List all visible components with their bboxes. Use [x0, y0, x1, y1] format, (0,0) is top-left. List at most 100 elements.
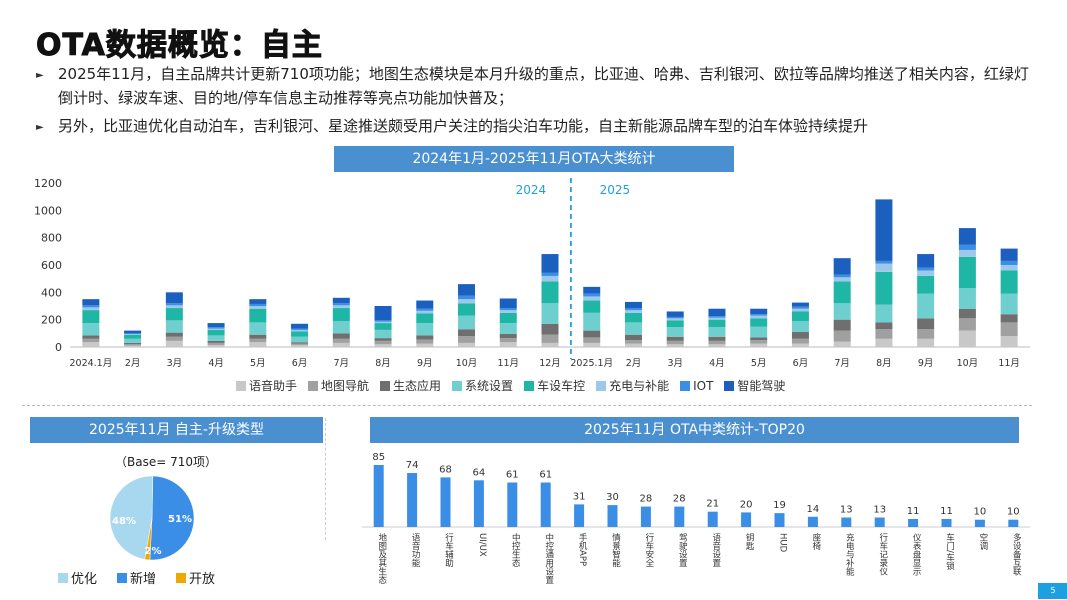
- bar-segment: [666, 340, 684, 345]
- triangle-bullet-icon: ►: [36, 122, 44, 133]
- bar-segment: [708, 344, 726, 347]
- bar-segment: [82, 323, 100, 336]
- bar: [440, 477, 451, 527]
- legend-swatch: [724, 380, 735, 391]
- bar: [1008, 519, 1019, 527]
- pie-data-label: 2%: [145, 546, 162, 557]
- bar-segment: [291, 344, 309, 347]
- y-tick-label: 400: [41, 286, 62, 299]
- bar-segment: [791, 308, 809, 312]
- x-tick-label: 驾驶设置: [677, 532, 687, 567]
- page-number: 5: [1038, 583, 1067, 599]
- bar-segment: [124, 344, 142, 346]
- x-tick-label: 座椅: [811, 532, 821, 550]
- bar-segment: [1000, 322, 1018, 337]
- bar-value-label: 30: [606, 492, 619, 503]
- bar-value-label: 20: [740, 499, 753, 510]
- bar-segment: [249, 306, 267, 309]
- bar-segment: [124, 334, 142, 339]
- x-tick-label: 11月: [998, 358, 1020, 369]
- bar: [640, 506, 651, 527]
- legend-label: 生态应用: [393, 379, 442, 393]
- bar-segment: [791, 338, 809, 344]
- bar-segment: [499, 298, 517, 309]
- bar-segment: [124, 334, 142, 335]
- legend-swatch: [380, 380, 391, 391]
- x-tick-label: 5月: [751, 358, 767, 369]
- bar-segment: [833, 258, 851, 275]
- bar-segment: [207, 323, 225, 328]
- x-tick-label: 多设备互联: [1011, 532, 1021, 576]
- main-chart-title: 2024年1月-2025年11月OTA大类统计: [334, 146, 734, 172]
- bar-segment: [207, 344, 225, 347]
- bar-segment: [666, 327, 684, 337]
- year-label-2024: 2024: [516, 183, 547, 197]
- y-tick-label: 0: [55, 341, 62, 354]
- pie-chart-legend: 优化 新增 开放: [58, 568, 215, 587]
- bar-segment: [416, 323, 434, 336]
- bar-segment: [374, 306, 392, 321]
- bar-segment: [332, 342, 350, 347]
- bar-segment: [624, 343, 642, 347]
- x-tick-label: 情景智能: [611, 532, 621, 568]
- bar-segment: [374, 338, 392, 341]
- bar-segment: [1000, 293, 1018, 315]
- bar-segment: [666, 316, 684, 319]
- x-tick-label: 中控通用设置: [544, 532, 554, 584]
- bar-segment: [82, 305, 100, 308]
- legend-label: 地图导航: [321, 379, 370, 393]
- bar-segment: [291, 323, 309, 329]
- bar-segment: [82, 338, 100, 343]
- legend-item: 语音助手: [236, 377, 297, 394]
- bar-segment: [708, 340, 726, 345]
- bar-value-label: 61: [539, 470, 552, 481]
- x-tick-label: 钥匙: [744, 532, 754, 551]
- bar-segment: [958, 249, 976, 257]
- bar-value-label: 64: [473, 467, 486, 478]
- legend-item: 车设车控: [524, 377, 585, 394]
- x-tick-label: 12月: [539, 358, 561, 369]
- bar-segment: [583, 296, 601, 301]
- bar-segment: [374, 320, 392, 322]
- legend-label: 新增: [130, 572, 157, 587]
- bar-segment: [416, 343, 434, 347]
- bar-segment: [165, 332, 183, 337]
- x-tick-label: 空调: [978, 532, 988, 551]
- pie-chart: 48% 51% 2%: [109, 475, 195, 561]
- bar-segment: [750, 340, 768, 344]
- y-tick-label: 1000: [34, 204, 62, 217]
- bar-segment: [958, 318, 976, 331]
- bar-segment: [624, 310, 642, 313]
- bar-segment: [958, 256, 976, 289]
- bar-segment: [750, 315, 768, 319]
- bar-segment: [124, 333, 142, 335]
- bar-segment: [541, 254, 559, 273]
- bar-segment: [374, 344, 392, 347]
- bar-segment: [708, 336, 726, 341]
- bar-value-label: 10: [974, 507, 987, 518]
- bar-segment: [499, 310, 517, 313]
- x-tick-label: 10月: [456, 358, 478, 369]
- x-tick-label: 2月: [626, 358, 642, 369]
- bar-segment: [750, 314, 768, 316]
- bar-segment: [207, 335, 225, 341]
- bar-segment: [124, 345, 142, 347]
- bar-segment: [750, 326, 768, 338]
- x-tick-label: 2024.1月: [69, 358, 112, 369]
- bar-segment: [416, 335, 434, 340]
- bar-segment: [917, 293, 935, 319]
- x-tick-label: UI/UX: [477, 533, 487, 557]
- bar-segment: [1000, 270, 1018, 294]
- legend-item: 优化: [58, 568, 97, 587]
- bar-segment: [541, 303, 559, 324]
- bar-segment: [165, 305, 183, 309]
- bar-segment: [416, 300, 434, 309]
- bar-segment: [750, 343, 768, 347]
- bar-segment: [499, 338, 517, 343]
- bar-segment: [499, 323, 517, 335]
- y-tick-label: 600: [41, 259, 62, 272]
- bar: [841, 517, 852, 527]
- bar-value-label: 19: [773, 500, 786, 511]
- bullet-text: 另外，比亚迪优化自动泊车，吉利银河、星途推送颇受用户关注的指尖泊车功能，自主新能…: [58, 117, 869, 135]
- legend-item: 充电与补能: [596, 377, 669, 394]
